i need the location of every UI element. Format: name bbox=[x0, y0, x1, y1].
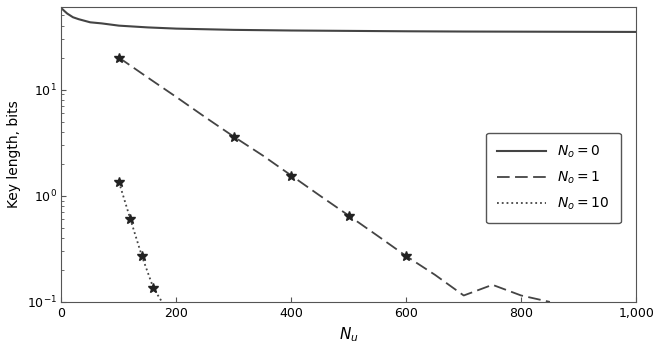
$N_o = 0$ bbox=[69, 15, 77, 19]
$N_o = 1$ bbox=[115, 55, 123, 60]
$N_o = 0$ bbox=[288, 28, 295, 33]
$N_o = 1$ bbox=[316, 194, 324, 198]
$N_o = 1$ bbox=[460, 293, 468, 298]
$N_o = 0$ bbox=[632, 30, 640, 34]
$N_o = 1$ bbox=[201, 115, 209, 119]
$N_o = 1$ bbox=[431, 273, 439, 277]
$N_o = 0$ bbox=[115, 24, 123, 28]
$N_o = 10$ bbox=[115, 180, 123, 184]
$N_o = 0$ bbox=[230, 28, 238, 32]
$N_o = 0$ bbox=[517, 29, 525, 34]
$N_o = 1$ bbox=[403, 254, 410, 258]
$N_o = 0$ bbox=[574, 30, 582, 34]
$N_o = 1$ bbox=[488, 283, 496, 287]
$N_o = 1$ bbox=[143, 75, 151, 80]
Line: $N_o = 1$: $N_o = 1$ bbox=[119, 58, 550, 302]
Legend: $N_o = 0$, $N_o = 1$, $N_o = 10$: $N_o = 0$, $N_o = 1$, $N_o = 10$ bbox=[486, 133, 621, 224]
$N_o = 0$ bbox=[98, 21, 106, 26]
$N_o = 0$ bbox=[58, 6, 65, 11]
$N_o = 1$ bbox=[173, 95, 180, 99]
$N_o = 0$ bbox=[143, 25, 151, 29]
$N_o = 1$ bbox=[288, 173, 295, 178]
Line: $N_o = 10$: $N_o = 10$ bbox=[119, 182, 162, 302]
$N_o = 1$ bbox=[546, 300, 554, 304]
$N_o = 0$ bbox=[63, 12, 71, 16]
$N_o = 1$ bbox=[517, 293, 525, 298]
$N_o = 0$ bbox=[460, 29, 468, 34]
$N_o = 0$ bbox=[403, 29, 410, 33]
$N_o = 10$ bbox=[149, 286, 157, 290]
$N_o = 10$ bbox=[138, 254, 146, 258]
$N_o = 10$ bbox=[126, 217, 134, 221]
$N_o = 1$ bbox=[373, 234, 381, 238]
$N_o = 0$ bbox=[86, 20, 94, 25]
$N_o = 1$ bbox=[230, 134, 238, 139]
$N_o = 0$ bbox=[173, 27, 180, 31]
X-axis label: $N_u$: $N_u$ bbox=[339, 325, 359, 344]
$N_o = 1$ bbox=[258, 153, 266, 158]
$N_o = 0$ bbox=[59, 7, 67, 12]
$N_o = 10$ bbox=[158, 300, 166, 304]
$N_o = 0$ bbox=[75, 17, 83, 21]
$N_o = 0$ bbox=[345, 29, 353, 33]
$N_o = 0$ bbox=[60, 9, 68, 13]
Line: $N_o = 0$: $N_o = 0$ bbox=[61, 8, 636, 32]
$N_o = 1$ bbox=[345, 213, 353, 218]
Y-axis label: Key length, bits: Key length, bits bbox=[7, 101, 21, 208]
